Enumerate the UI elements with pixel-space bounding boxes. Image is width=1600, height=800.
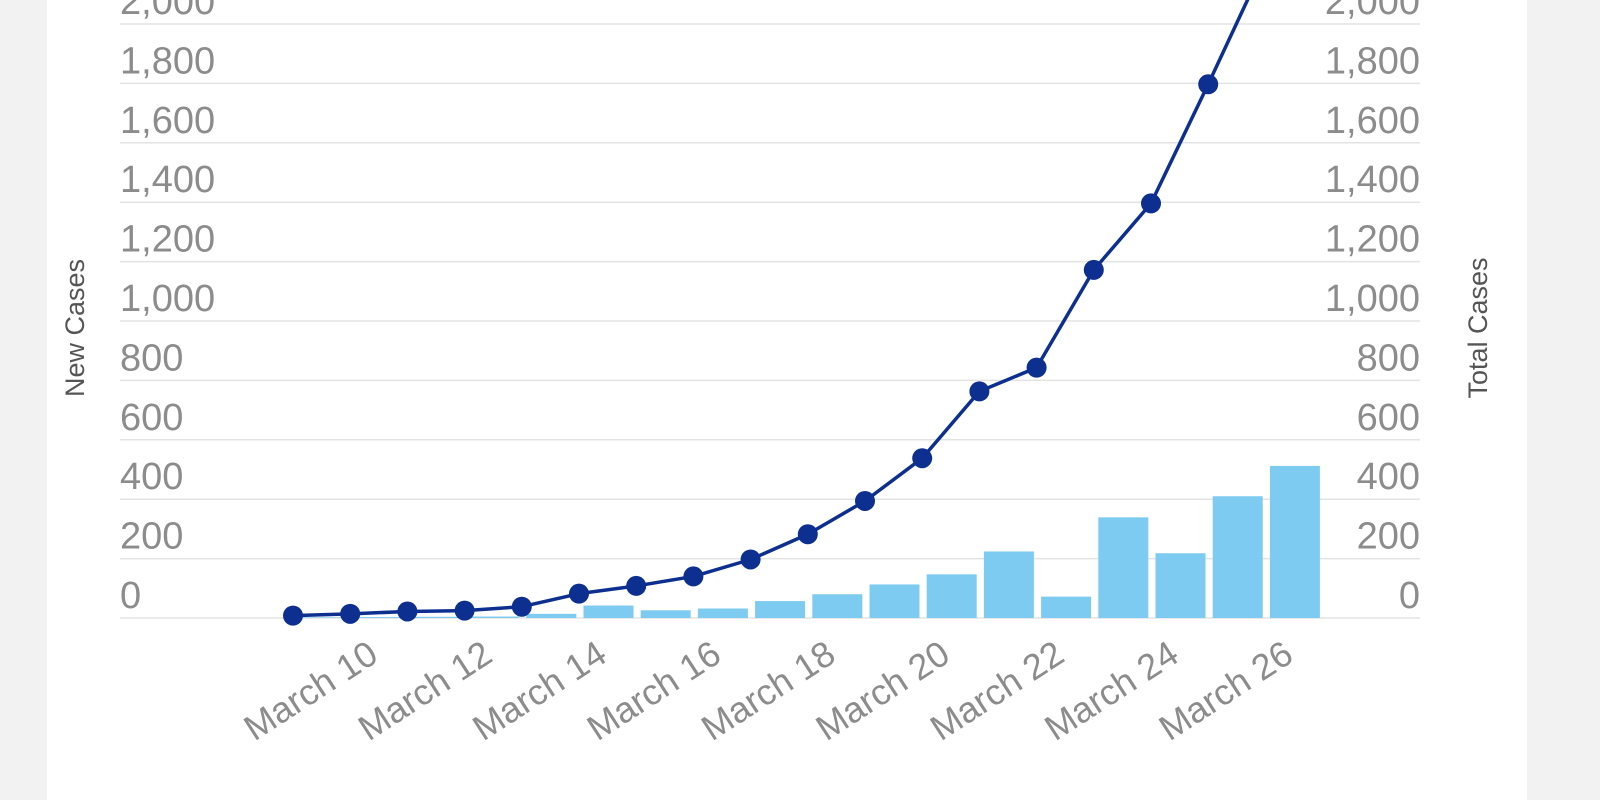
bar — [755, 601, 806, 618]
data-point — [569, 583, 589, 604]
bar — [583, 605, 634, 618]
y-tick-label: 2,000 — [120, 0, 215, 23]
y2-axis-title: Total Cases — [1463, 257, 1493, 398]
data-point — [626, 575, 647, 596]
data-point — [740, 549, 761, 570]
y2-tick-label: 800 — [1357, 337, 1420, 379]
data-point — [683, 566, 704, 587]
chart-panel: 0 0 200 200 400 400 600 600 800 800 1,000 1,000 1,20… — [47, 0, 1527, 800]
y2-tick-label: 400 — [1357, 456, 1420, 498]
data-point — [1083, 259, 1104, 280]
bar — [869, 584, 920, 618]
y-tick-label: 1,400 — [120, 159, 215, 201]
y-axis-title: New Cases — [60, 259, 90, 397]
y-tick-label: 800 — [120, 337, 183, 379]
bar — [1098, 517, 1149, 618]
bar — [526, 613, 577, 618]
data-point — [1026, 357, 1047, 378]
bar — [983, 551, 1034, 618]
bar — [1269, 465, 1320, 618]
bar — [697, 608, 748, 618]
data-point — [397, 601, 418, 622]
y-tick-label: 1,200 — [120, 219, 215, 261]
bar — [926, 574, 977, 618]
y-tick-label: 1,600 — [120, 100, 215, 142]
data-point — [969, 381, 990, 402]
y-tick-label: 1,800 — [120, 40, 215, 82]
data-point — [855, 490, 875, 511]
data-point — [454, 600, 475, 621]
data-point — [340, 603, 361, 624]
bar — [1041, 596, 1092, 618]
y-tick-label: 200 — [120, 516, 183, 558]
y-tick-label: 1,000 — [120, 278, 215, 320]
bar — [469, 616, 520, 618]
data-point — [912, 448, 933, 469]
bar — [354, 617, 405, 618]
y2-tick-label: 0 — [1399, 575, 1420, 617]
y2-tick-label: 1,000 — [1325, 278, 1420, 320]
bar — [297, 617, 348, 618]
y-tick-label: 400 — [120, 456, 183, 498]
y2-tick-label: 1,600 — [1325, 100, 1420, 142]
y-tick-label: 600 — [120, 397, 183, 439]
data-point — [1141, 193, 1161, 214]
bar — [812, 594, 863, 618]
bar — [1212, 496, 1263, 618]
data-point — [511, 596, 532, 617]
y2-tick-label: 1,400 — [1325, 159, 1420, 201]
bar — [411, 616, 462, 618]
bar — [640, 610, 691, 618]
y-tick-label: 0 — [120, 575, 141, 617]
data-point — [797, 524, 818, 545]
y2-tick-label: 2,000 — [1325, 0, 1420, 23]
bar — [1155, 553, 1206, 618]
data-point — [1198, 74, 1219, 95]
combo-chart: 0 0 200 200 400 400 600 600 800 800 1,000 1,000 1,20… — [60, 0, 1493, 748]
y2-tick-label: 600 — [1357, 397, 1420, 439]
y2-tick-label: 200 — [1357, 516, 1420, 558]
y2-tick-label: 1,800 — [1325, 40, 1420, 82]
data-point — [283, 605, 303, 626]
y2-tick-label: 1,200 — [1325, 219, 1420, 261]
